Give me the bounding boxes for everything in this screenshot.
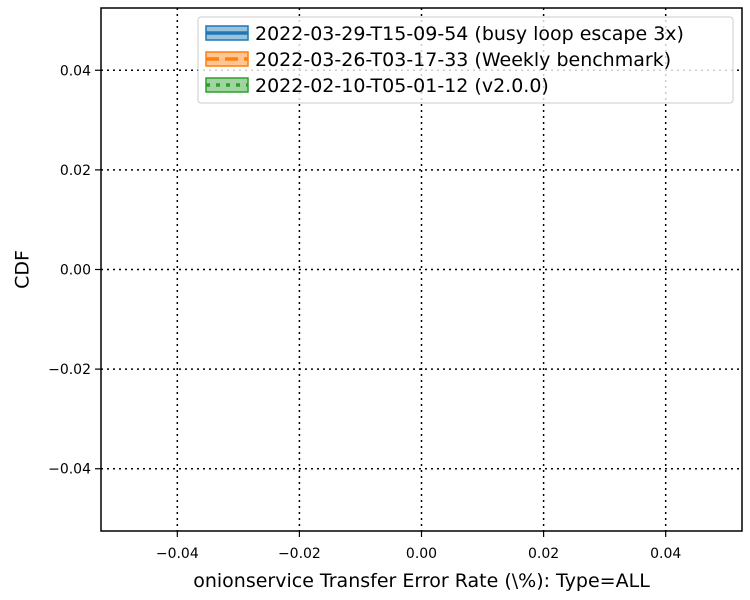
x-tick-label: 0.02	[528, 546, 559, 562]
legend-label: 2022-03-29-T15-09-54 (busy loop escape 3…	[255, 23, 684, 45]
y-tick-label: −0.02	[48, 362, 91, 378]
x-tick-label: 0.00	[406, 546, 437, 562]
y-tick-label: 0.04	[60, 63, 91, 79]
legend-label: 2022-02-10-T05-01-12 (v2.0.0)	[255, 75, 549, 97]
axis-ticks: −0.04 −0.02 0.00 0.02 0.04 −0.04 −0.02 0.00 0.02…	[48, 63, 681, 562]
legend-label: 2022-03-26-T03-17-33 (Weekly benchmark)	[255, 49, 671, 71]
x-tick-label: −0.04	[156, 546, 199, 562]
y-tick-label: 0.02	[60, 163, 91, 179]
y-tick-label: −0.04	[48, 462, 91, 478]
legend: 2022-03-29-T15-09-54 (busy loop escape 3…	[197, 16, 734, 104]
y-tick-label: 0.00	[60, 263, 91, 279]
legend-box	[197, 16, 734, 104]
x-tick-label: −0.02	[278, 546, 321, 562]
x-tick-label: 0.04	[650, 546, 681, 562]
x-axis-label: onionservice Transfer Error Rate (\%): T…	[193, 570, 650, 592]
y-axis-label: CDF	[12, 250, 34, 289]
